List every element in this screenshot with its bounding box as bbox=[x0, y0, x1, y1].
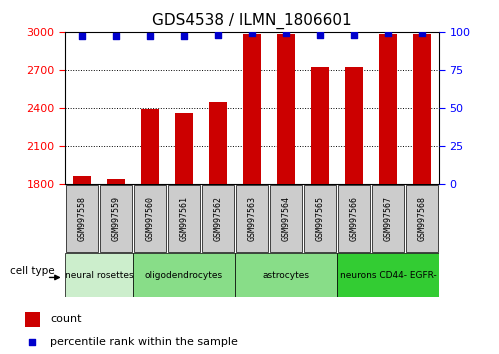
Text: percentile rank within the sample: percentile rank within the sample bbox=[50, 337, 238, 347]
Point bbox=[112, 34, 120, 39]
Bar bbox=[304, 185, 336, 252]
Bar bbox=[338, 185, 370, 252]
Text: oligodendrocytes: oligodendrocytes bbox=[145, 271, 223, 280]
Point bbox=[384, 30, 392, 36]
Bar bbox=[65, 185, 98, 252]
Text: neurons CD44- EGFR-: neurons CD44- EGFR- bbox=[340, 271, 437, 280]
Text: GSM997561: GSM997561 bbox=[180, 196, 189, 241]
Bar bbox=[134, 185, 166, 252]
Bar bbox=[379, 34, 397, 184]
Point bbox=[282, 30, 290, 36]
Text: cell type: cell type bbox=[10, 266, 54, 276]
Bar bbox=[406, 185, 439, 252]
Text: GSM997562: GSM997562 bbox=[214, 196, 223, 241]
Text: astrocytes: astrocytes bbox=[262, 271, 309, 280]
Bar bbox=[65, 253, 133, 297]
Text: GSM997566: GSM997566 bbox=[350, 196, 359, 241]
Bar bbox=[175, 113, 193, 184]
Text: GSM997564: GSM997564 bbox=[281, 196, 290, 241]
Bar bbox=[100, 185, 132, 252]
Bar bbox=[141, 109, 159, 184]
Point bbox=[248, 30, 256, 36]
Bar bbox=[345, 67, 363, 184]
Bar bbox=[413, 34, 432, 184]
Text: GSM997558: GSM997558 bbox=[77, 196, 86, 241]
Text: GSM997559: GSM997559 bbox=[111, 196, 120, 241]
Title: GDS4538 / ILMN_1806601: GDS4538 / ILMN_1806601 bbox=[152, 13, 352, 29]
Bar bbox=[269, 185, 302, 252]
Bar bbox=[337, 253, 439, 297]
Point bbox=[316, 32, 324, 38]
Bar bbox=[209, 102, 228, 184]
Text: GSM997565: GSM997565 bbox=[315, 196, 324, 241]
Bar bbox=[107, 179, 125, 184]
Bar bbox=[276, 34, 295, 184]
Text: neural rosettes: neural rosettes bbox=[64, 271, 133, 280]
Point bbox=[180, 34, 188, 39]
Text: GSM997567: GSM997567 bbox=[384, 196, 393, 241]
Text: count: count bbox=[50, 314, 81, 324]
Point bbox=[214, 32, 222, 38]
Point bbox=[146, 34, 154, 39]
Bar bbox=[72, 176, 91, 184]
Point bbox=[418, 30, 426, 36]
Text: GSM997563: GSM997563 bbox=[248, 196, 256, 241]
Bar bbox=[311, 67, 329, 184]
Bar bbox=[168, 185, 200, 252]
Bar bbox=[202, 185, 235, 252]
Point bbox=[350, 32, 358, 38]
Bar bbox=[372, 185, 404, 252]
FancyArrowPatch shape bbox=[49, 275, 59, 280]
Bar bbox=[25, 312, 40, 327]
Bar bbox=[235, 253, 337, 297]
Text: GSM997560: GSM997560 bbox=[145, 196, 154, 241]
Bar bbox=[133, 253, 235, 297]
Text: GSM997568: GSM997568 bbox=[418, 196, 427, 241]
Bar bbox=[236, 185, 268, 252]
Point bbox=[78, 34, 86, 39]
Bar bbox=[243, 34, 261, 184]
